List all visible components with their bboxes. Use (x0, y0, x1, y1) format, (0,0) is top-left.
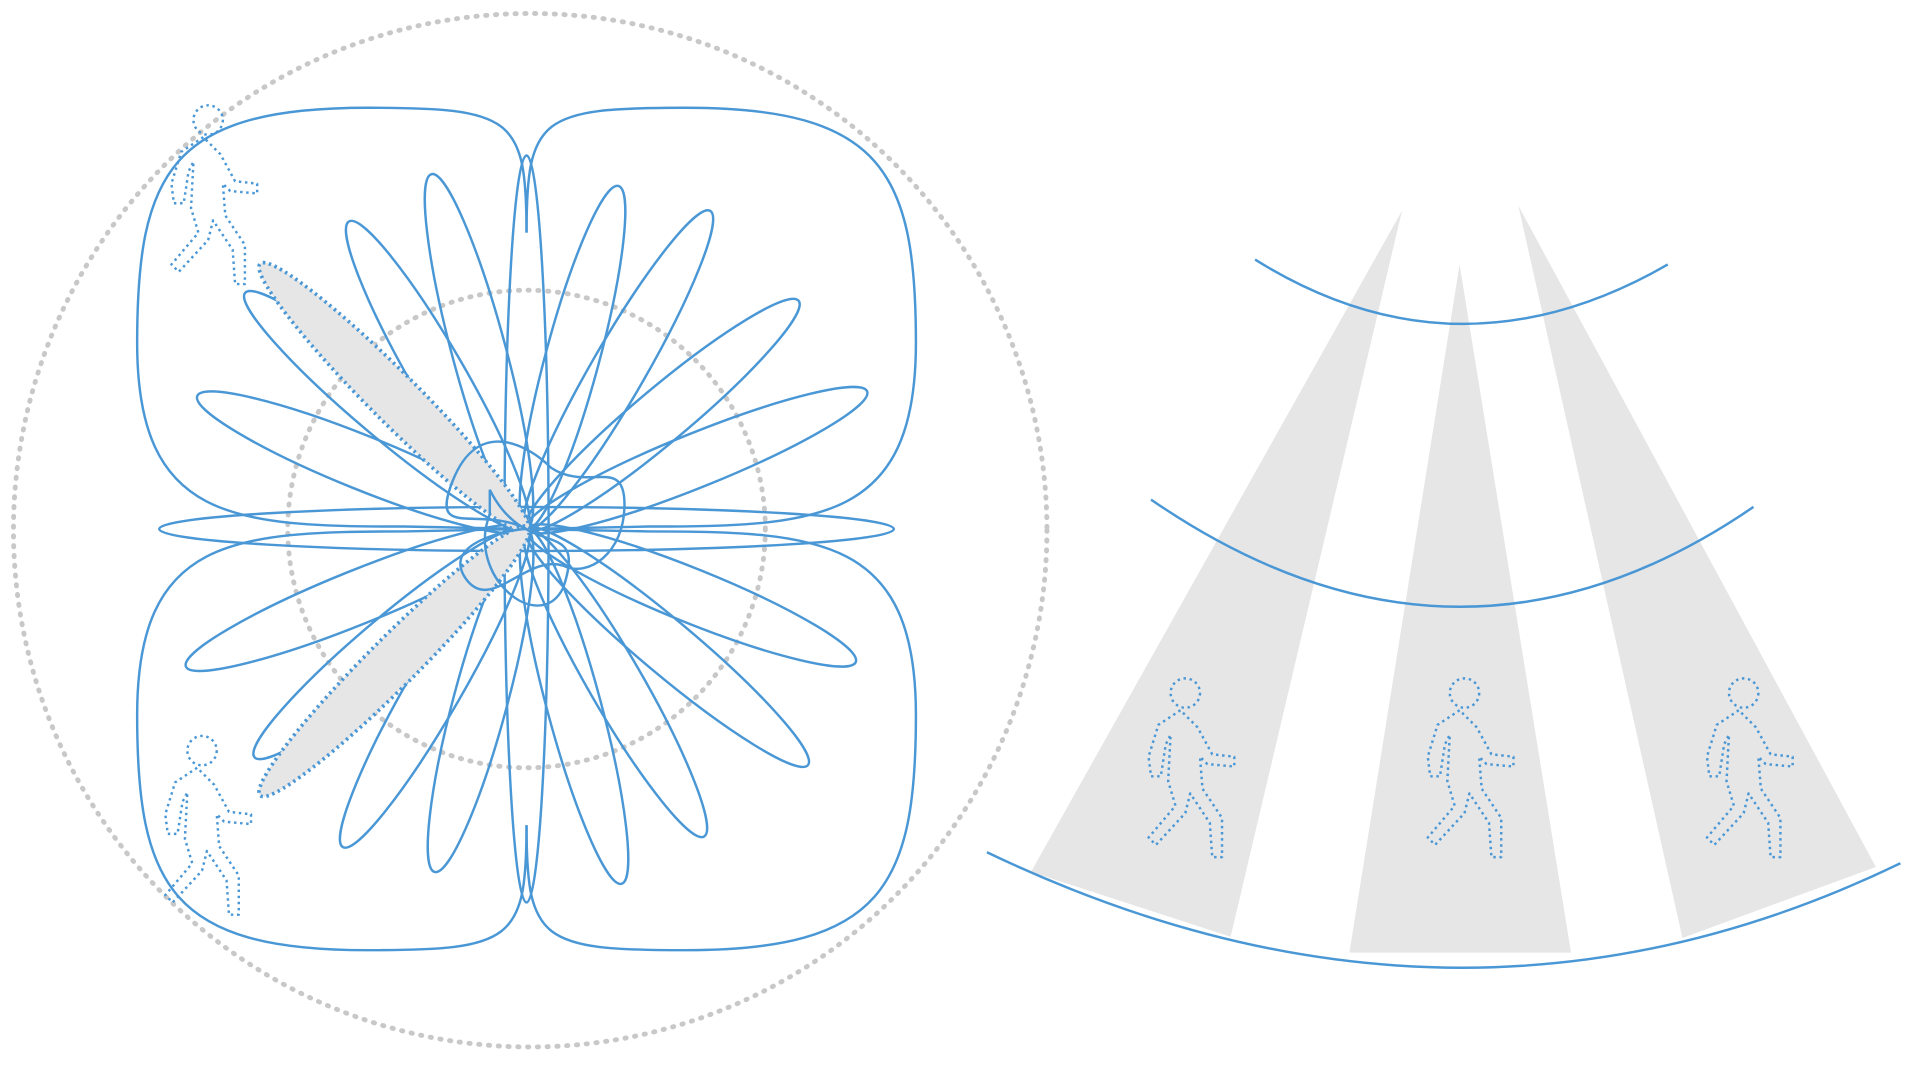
main-beam (257, 524, 532, 799)
directional-beams (986, 205, 1901, 969)
person (164, 734, 253, 916)
outer-range-ring (11, 11, 1050, 1050)
side-lobe (503, 154, 550, 904)
side-lobe (518, 184, 627, 531)
beam (1349, 264, 1572, 953)
beam (1518, 205, 1876, 938)
side-lobe (522, 209, 715, 531)
center-tangle (445, 440, 626, 607)
side-lobe (522, 527, 709, 839)
clover-lobes (135, 106, 918, 952)
inner-range-ring (285, 287, 768, 771)
clover-lobe (135, 527, 528, 952)
side-lobe (518, 527, 630, 886)
wavefront (1254, 258, 1669, 326)
clover-lobe (135, 106, 528, 531)
wavefront (986, 851, 1901, 969)
beam (1031, 210, 1403, 937)
person (170, 104, 259, 286)
wavefront (1150, 498, 1755, 608)
clover-lobe (525, 527, 918, 952)
clover-lobe (525, 106, 918, 531)
omni-pattern (11, 11, 1050, 1050)
